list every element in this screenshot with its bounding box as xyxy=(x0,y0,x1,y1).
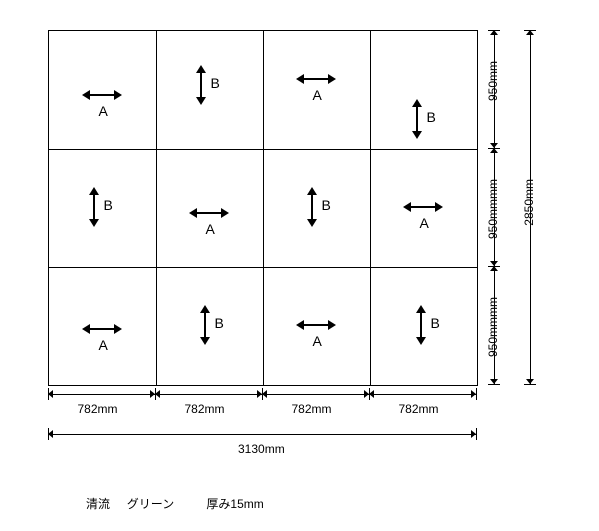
dim-arrow xyxy=(526,379,534,384)
dim-tick xyxy=(488,384,500,385)
arrow-head-left xyxy=(82,324,90,334)
orientation-arrow-vertical xyxy=(204,313,206,337)
orientation-arrow-vertical xyxy=(420,313,422,337)
orientation-arrow-horizontal xyxy=(304,78,328,80)
dim-label: 2850mm xyxy=(522,179,536,226)
orientation-arrow-horizontal xyxy=(197,212,221,214)
dim-label: 950mmmm xyxy=(486,179,500,239)
orientation-arrow-horizontal xyxy=(411,206,435,208)
dim-arrow xyxy=(48,390,53,398)
arrow-head-right xyxy=(114,90,122,100)
arrow-head-down xyxy=(416,337,426,345)
arrow-head-up xyxy=(416,305,426,313)
grid-hline xyxy=(49,267,477,268)
cell-label: A xyxy=(206,221,215,237)
dim-line-h xyxy=(369,394,476,395)
dim-arrow xyxy=(155,390,160,398)
arrow-head-up xyxy=(196,65,206,73)
cell-label: B xyxy=(104,197,113,213)
arrow-head-left xyxy=(189,208,197,218)
orientation-arrow-horizontal xyxy=(90,328,114,330)
cell-label: B xyxy=(431,315,440,331)
orientation-arrow-vertical xyxy=(416,107,418,131)
dim-line-h xyxy=(155,394,262,395)
orientation-arrow-horizontal xyxy=(304,324,328,326)
arrow-head-right xyxy=(221,208,229,218)
arrow-head-up xyxy=(307,187,317,195)
grid-vline xyxy=(370,31,371,385)
dim-label: 782mm xyxy=(78,402,118,416)
arrow-head-right xyxy=(328,74,336,84)
arrow-head-up xyxy=(89,187,99,195)
arrow-head-left xyxy=(82,90,90,100)
dim-label: 950mm xyxy=(486,61,500,101)
grid-vline xyxy=(263,31,264,385)
dim-tick xyxy=(476,428,477,440)
arrow-head-up xyxy=(412,99,422,107)
caption-part: グリーン xyxy=(127,495,174,512)
arrow-head-right xyxy=(435,202,443,212)
dim-arrow xyxy=(490,379,498,384)
grid-vline xyxy=(156,31,157,385)
cell-label: A xyxy=(99,103,108,119)
dim-line-h xyxy=(48,434,476,435)
dim-arrow xyxy=(48,430,53,438)
arrow-head-left xyxy=(296,74,304,84)
cell-label: A xyxy=(313,333,322,349)
dim-line-h xyxy=(48,394,155,395)
orientation-arrow-vertical xyxy=(311,195,313,219)
arrow-head-down xyxy=(200,337,210,345)
dim-arrow xyxy=(490,266,498,271)
cell-label: B xyxy=(215,315,224,331)
orientation-arrow-vertical xyxy=(200,73,202,97)
arrow-head-down xyxy=(196,97,206,105)
dim-arrow xyxy=(526,30,534,35)
arrow-head-down xyxy=(412,131,422,139)
arrow-head-left xyxy=(403,202,411,212)
arrow-head-right xyxy=(328,320,336,330)
arrow-head-down xyxy=(307,219,317,227)
arrow-head-right xyxy=(114,324,122,334)
dim-tick xyxy=(524,384,536,385)
cell-label: B xyxy=(427,109,436,125)
cell-label: A xyxy=(99,337,108,353)
dim-tick xyxy=(476,388,477,400)
caption-part: 厚み15mm xyxy=(206,495,263,512)
orientation-arrow-horizontal xyxy=(90,94,114,96)
diagram-root: A B A B B A B A A B A B 782mm 782mm 782mm 782mm 3130mm 95… xyxy=(0,0,599,531)
cell-label: B xyxy=(322,197,331,213)
dim-label: 782mm xyxy=(399,402,439,416)
dim-arrow xyxy=(471,390,476,398)
arrow-head-down xyxy=(89,219,99,227)
dim-arrow xyxy=(490,148,498,153)
cell-label: A xyxy=(313,87,322,103)
arrow-head-up xyxy=(200,305,210,313)
dim-label: 3130mm xyxy=(238,442,285,456)
dim-arrow xyxy=(490,30,498,35)
dim-arrow xyxy=(262,390,267,398)
arrow-head-left xyxy=(296,320,304,330)
dim-arrow xyxy=(471,430,476,438)
dim-label: 782mm xyxy=(185,402,225,416)
grid-hline xyxy=(49,149,477,150)
cell-label: A xyxy=(420,215,429,231)
caption-part: 清流 xyxy=(86,495,110,512)
dim-line-h xyxy=(262,394,369,395)
orientation-arrow-vertical xyxy=(93,195,95,219)
cell-label: B xyxy=(211,75,220,91)
dim-arrow xyxy=(369,390,374,398)
dim-label: 782mm xyxy=(292,402,332,416)
dim-label: 950mmmm xyxy=(486,297,500,357)
